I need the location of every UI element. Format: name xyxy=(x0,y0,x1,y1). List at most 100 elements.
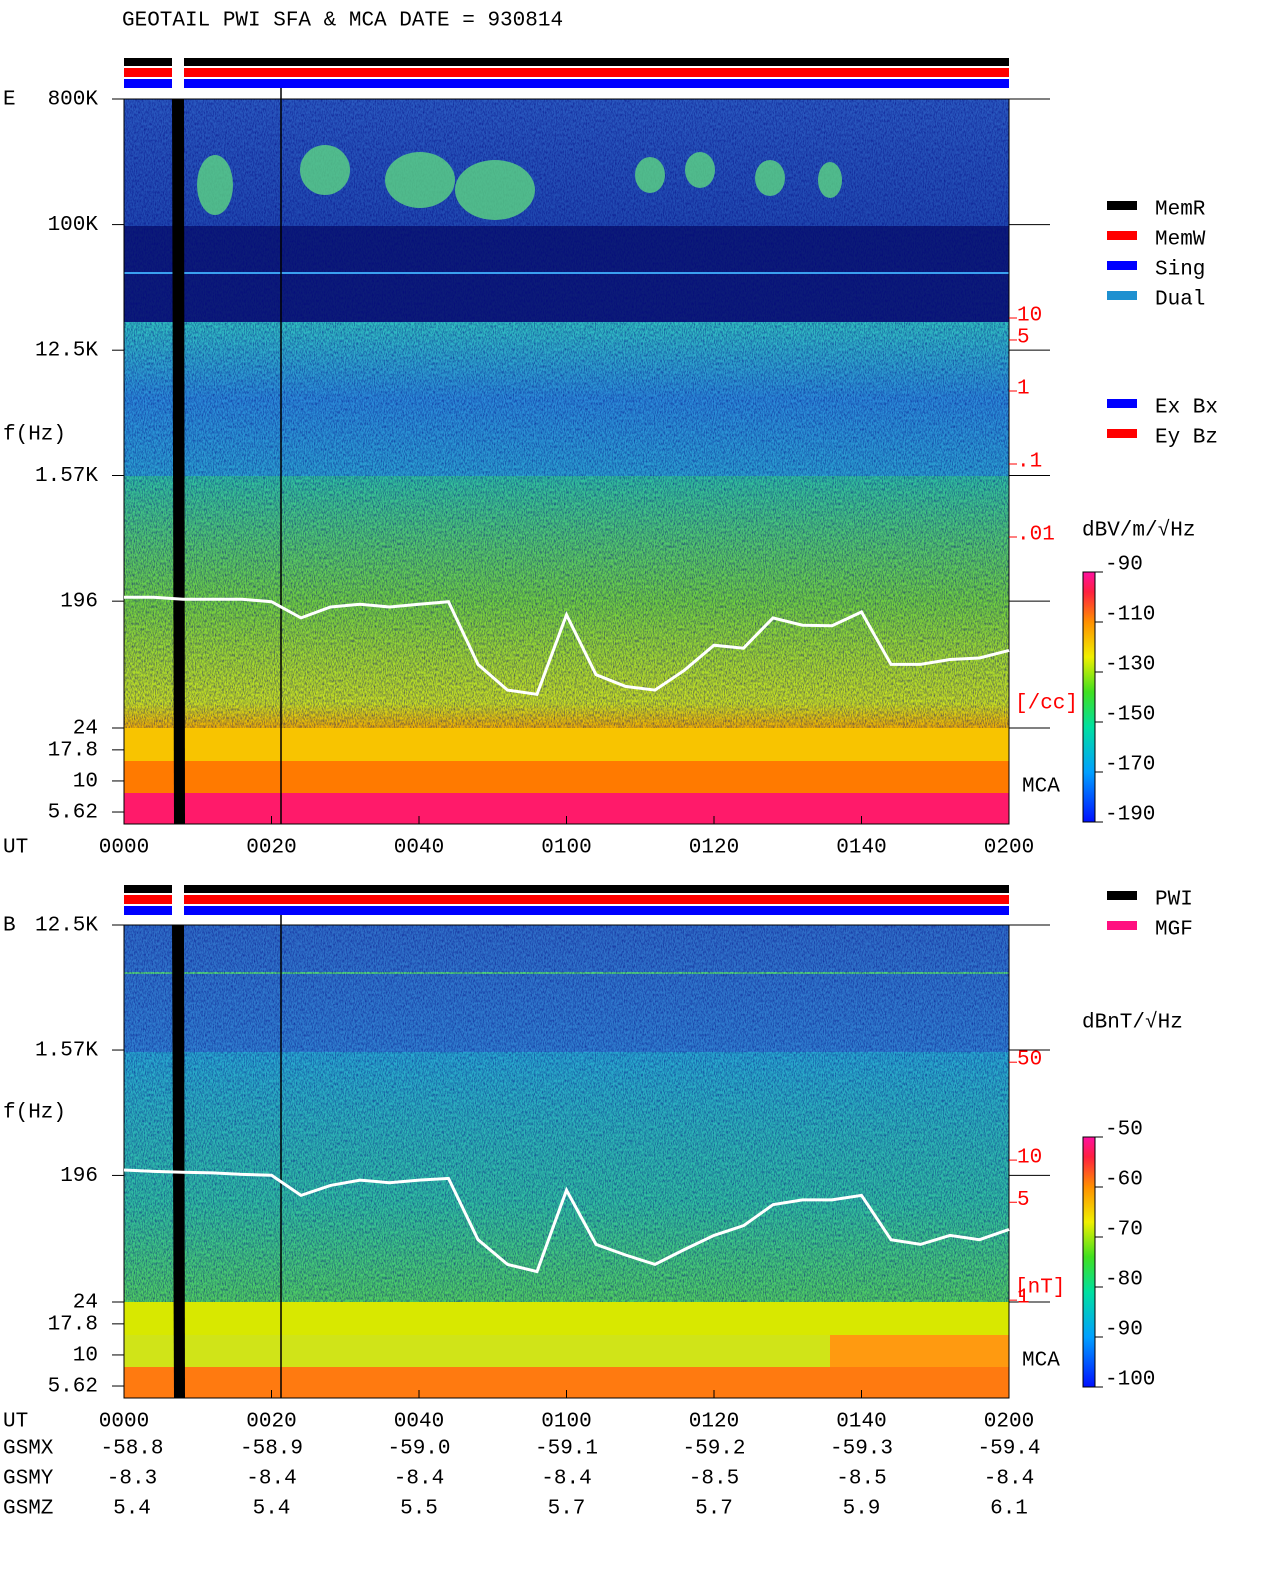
colorbar-tick-label: -150 xyxy=(1105,704,1155,727)
orbit-value: -8.4 xyxy=(984,1468,1034,1491)
orbit-value: 5.7 xyxy=(548,1498,586,1521)
orbit-value: -8.3 xyxy=(107,1468,157,1491)
colorbar-tick-label: -70 xyxy=(1105,1219,1143,1242)
orbit-value: -59.3 xyxy=(830,1438,893,1461)
colorbar-tick-label: -80 xyxy=(1105,1269,1143,1292)
x-tick-label: 0140 xyxy=(836,1411,886,1434)
y-tick-label: 24 xyxy=(73,1292,98,1315)
mca-label: MCA xyxy=(1022,776,1060,799)
trace-line xyxy=(124,595,1010,696)
colorbar-tick-label: -90 xyxy=(1105,1319,1143,1342)
y2-tick-label: .01 xyxy=(1017,524,1055,547)
orbit-value: -8.4 xyxy=(394,1468,444,1491)
x-tick-label: 0200 xyxy=(984,837,1034,860)
colorbar-unit: dBnT/√Hz xyxy=(1082,1011,1183,1035)
x-axis-label: UT xyxy=(3,837,28,860)
y-tick-label: 1.57K xyxy=(35,1040,98,1063)
legend-label: Sing xyxy=(1155,259,1205,282)
x-tick-label: 0000 xyxy=(99,837,149,860)
orbit-value: -58.8 xyxy=(100,1438,163,1461)
orbit-value: -58.9 xyxy=(240,1438,303,1461)
colorbar xyxy=(1082,1136,1096,1388)
legend-label: Ex Bx xyxy=(1155,397,1218,420)
x-tick-label: 0000 xyxy=(99,1411,149,1434)
trace-line xyxy=(123,1168,1010,1274)
legend-label: Ey Bz xyxy=(1155,427,1218,450)
colorbar-unit: dBV/m/√Hz xyxy=(1082,519,1195,543)
y-tick-label: 800K xyxy=(48,89,99,112)
x-tick-label: 0020 xyxy=(246,837,296,860)
colorbar-tick-label: -90 xyxy=(1105,554,1143,577)
y2-tick-label: 1 xyxy=(1017,1287,1030,1310)
legend-label: MemW xyxy=(1155,229,1206,252)
y2-tick-label: 10 xyxy=(1017,1147,1042,1170)
b-status-bars xyxy=(124,885,1009,915)
mca-tick-label: 17.8 xyxy=(48,739,98,762)
x-tick-label: 0100 xyxy=(541,1411,591,1434)
orbit-value: -59.1 xyxy=(535,1438,598,1461)
orbit-value: -8.4 xyxy=(246,1468,296,1491)
colorbar xyxy=(1082,571,1096,823)
x-axis-label: UT xyxy=(3,1411,28,1434)
orbit-value: -59.4 xyxy=(977,1438,1040,1461)
x-tick-label: 0120 xyxy=(689,1411,739,1434)
orbit-value: -8.5 xyxy=(689,1468,739,1491)
orbit-value: -8.4 xyxy=(541,1468,591,1491)
y2-tick-label: 10 xyxy=(1017,305,1042,328)
y2-axis-label: [nT] xyxy=(1015,1277,1065,1300)
y-tick-label: 1.57K xyxy=(35,465,98,488)
orbit-value: 5.4 xyxy=(253,1498,291,1521)
orbit-value: 5.9 xyxy=(843,1498,881,1521)
legend-swatch xyxy=(1107,921,1137,930)
orbit-value: -59.0 xyxy=(387,1438,450,1461)
y-axis-label: f(Hz) xyxy=(3,424,66,447)
title: GEOTAIL PWI SFA & MCA DATE = 930814 xyxy=(122,10,563,33)
b-spectrogram xyxy=(124,915,1009,1398)
y-tick-label: 24 xyxy=(73,718,98,741)
colorbar-tick-label: -50 xyxy=(1105,1119,1143,1142)
y-tick-label: 196 xyxy=(60,591,98,614)
y2-tick-label: .1 xyxy=(1017,451,1042,474)
legend-swatch xyxy=(1107,399,1137,408)
e-status-bars xyxy=(124,58,1009,88)
y2-tick-label: 1 xyxy=(1017,378,1030,401)
orbit-label: GSMZ xyxy=(3,1498,53,1521)
legend-swatch xyxy=(1107,291,1137,300)
mca-label: MCA xyxy=(1022,1350,1060,1373)
e-spectrogram xyxy=(124,88,1009,824)
colorbar-tick-label: -170 xyxy=(1105,754,1155,777)
colorbar-tick-label: -130 xyxy=(1105,654,1155,677)
y2-axis-label: [/cc] xyxy=(1015,693,1078,716)
orbit-value: 5.4 xyxy=(113,1498,151,1521)
legend-label: MemR xyxy=(1155,199,1206,222)
colorbar-tick-label: -110 xyxy=(1105,604,1155,627)
x-tick-label: 0120 xyxy=(689,837,739,860)
x-tick-label: 0100 xyxy=(541,837,591,860)
legend-swatch xyxy=(1107,429,1137,438)
x-tick-label: 0140 xyxy=(836,837,886,860)
colorbar-tick-label: -100 xyxy=(1105,1369,1155,1392)
orbit-value: 5.5 xyxy=(400,1498,438,1521)
legend-swatch xyxy=(1107,261,1137,270)
panel-letter: E xyxy=(3,89,16,112)
y2-tick-label: 5 xyxy=(1017,327,1030,350)
x-tick-label: 0200 xyxy=(984,1411,1034,1434)
x-tick-label: 0020 xyxy=(246,1411,296,1434)
orbit-value: 6.1 xyxy=(990,1498,1028,1521)
mca-tick-label: 5.62 xyxy=(48,802,98,825)
y-tick-label: 196 xyxy=(60,1165,98,1188)
orbit-value: 5.7 xyxy=(695,1498,733,1521)
mca-tick-label: 10 xyxy=(73,770,98,793)
mca-tick-label: 17.8 xyxy=(48,1313,98,1336)
x-tick-label: 0040 xyxy=(394,837,444,860)
y2-tick-label: 5 xyxy=(1017,1189,1030,1212)
legend-label: MGF xyxy=(1155,919,1193,942)
legend-swatch xyxy=(1107,891,1137,900)
orbit-value: -8.5 xyxy=(836,1468,886,1491)
y2-tick-label: 50 xyxy=(1017,1049,1042,1072)
orbit-label: GSMY xyxy=(3,1468,54,1491)
mca-tick-label: 5.62 xyxy=(48,1376,98,1399)
legend-swatch xyxy=(1107,231,1137,240)
